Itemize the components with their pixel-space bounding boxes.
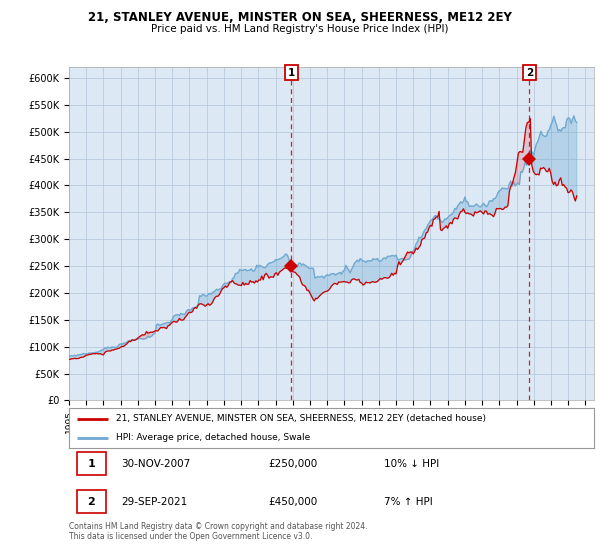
Text: 30-NOV-2007: 30-NOV-2007 [121, 459, 191, 469]
Text: 2: 2 [526, 68, 533, 78]
Text: 21, STANLEY AVENUE, MINSTER ON SEA, SHEERNESS, ME12 2EY (detached house): 21, STANLEY AVENUE, MINSTER ON SEA, SHEE… [116, 414, 486, 423]
Text: 1: 1 [288, 68, 295, 78]
Text: £250,000: £250,000 [269, 459, 318, 469]
Text: £450,000: £450,000 [269, 497, 318, 507]
Text: 10% ↓ HPI: 10% ↓ HPI [384, 459, 439, 469]
Text: Contains HM Land Registry data © Crown copyright and database right 2024.
This d: Contains HM Land Registry data © Crown c… [69, 522, 367, 542]
Bar [77, 491, 106, 513]
Text: Price paid vs. HM Land Registry's House Price Index (HPI): Price paid vs. HM Land Registry's House … [151, 24, 449, 34]
Bar [77, 452, 106, 475]
Text: 29-SEP-2021: 29-SEP-2021 [121, 497, 188, 507]
Text: HPI: Average price, detached house, Swale: HPI: Average price, detached house, Swal… [116, 433, 311, 442]
Text: 21, STANLEY AVENUE, MINSTER ON SEA, SHEERNESS, ME12 2EY: 21, STANLEY AVENUE, MINSTER ON SEA, SHEE… [88, 11, 512, 24]
Text: 2: 2 [88, 497, 95, 507]
Text: 7% ↑ HPI: 7% ↑ HPI [384, 497, 433, 507]
Text: 1: 1 [88, 459, 95, 469]
